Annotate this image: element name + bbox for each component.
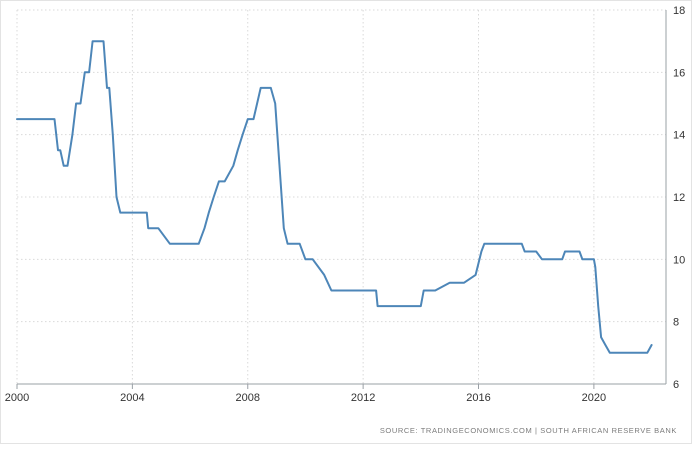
y-tick-label: 14 [673, 130, 685, 142]
tick-labels: 6 8 10 12 14 16 18 2000 2004 2008 2012 2016 2020 [5, 5, 685, 404]
grid-lines [16, 9, 666, 385]
x-tick-label: 2004 [120, 392, 144, 404]
y-tick-label: 12 [673, 192, 685, 204]
y-tick-label: 18 [673, 5, 685, 17]
x-tick-label: 2016 [466, 392, 490, 404]
y-tick-label: 16 [673, 67, 685, 79]
x-tick-label: 2008 [236, 392, 260, 404]
x-tick-label: 2020 [582, 392, 606, 404]
x-tick-label: 2012 [351, 392, 375, 404]
axes [16, 10, 667, 389]
y-tick-label: 6 [673, 379, 679, 391]
y-tick-label: 10 [673, 254, 685, 266]
x-tick-label: 2000 [5, 392, 29, 404]
y-tick-label: 8 [673, 317, 679, 329]
series-layer [16, 40, 653, 354]
source-attribution[interactable]: SOURCE: TRADINGECONOMICS.COM | SOUTH AFR… [379, 426, 677, 435]
series-line [16, 40, 653, 354]
